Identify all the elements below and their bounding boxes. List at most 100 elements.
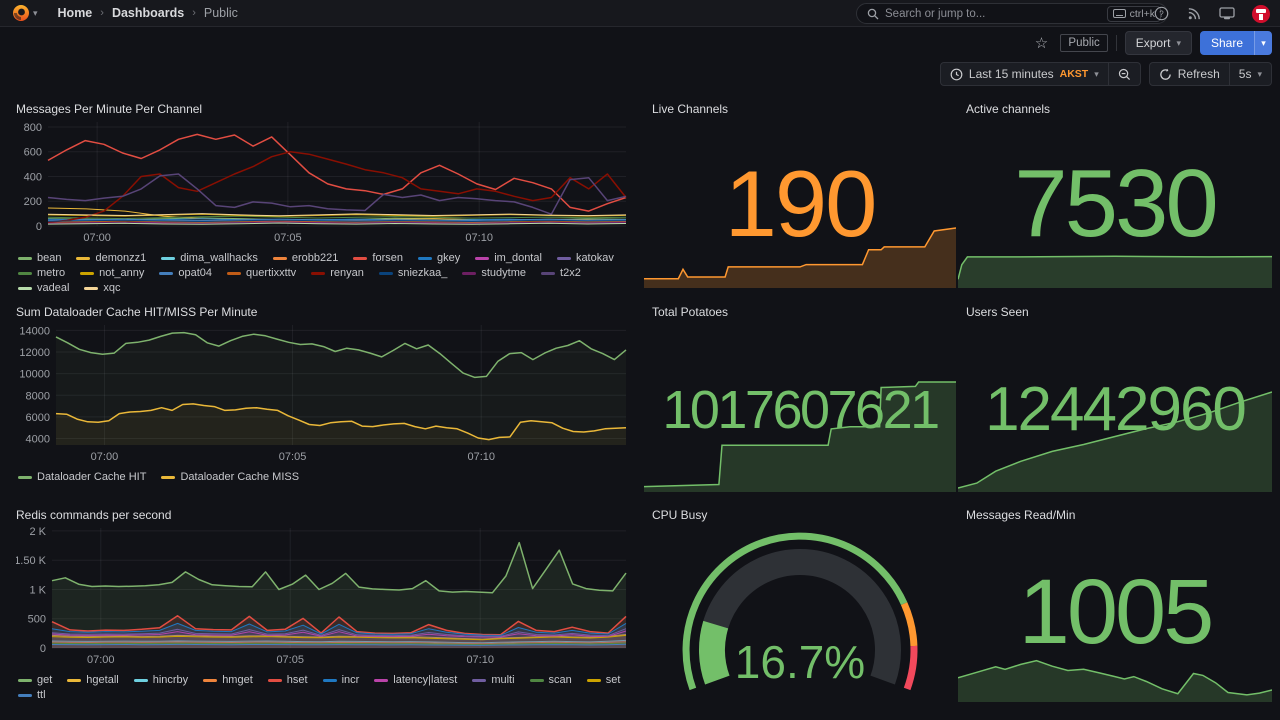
panel-dataloader-cache: Sum Dataloader Cache HIT/MISS Per Minute…	[8, 299, 638, 496]
legend-label: hmget	[222, 674, 253, 686]
legend-item-demonzz1[interactable]: demonzz1	[76, 252, 146, 264]
legend-swatch	[472, 678, 487, 682]
legend-item-sniezkaa-[interactable]: sniezkaa_	[378, 267, 447, 279]
user-avatar[interactable]	[1252, 4, 1270, 23]
legend-item-not-anny[interactable]: not_anny	[80, 267, 144, 279]
legend-label: vadeal	[37, 282, 70, 294]
legend-item-set[interactable]: set	[586, 674, 621, 686]
dashboard-tag: Public	[1060, 34, 1108, 52]
legend-swatch	[18, 286, 32, 290]
legend-swatch	[133, 678, 148, 682]
legend-label: opat04	[178, 267, 213, 279]
panel-title[interactable]: Messages Read/Min	[966, 508, 1076, 522]
panel-title[interactable]: CPU Busy	[652, 508, 708, 522]
legend-item-vadeal[interactable]: vadeal	[18, 282, 69, 294]
svg-text:0: 0	[36, 221, 42, 233]
legend-label: studytme	[481, 267, 527, 279]
timeseries-chart[interactable]: 0 200 400 600 800 07:00 07:05 07:10	[16, 118, 630, 249]
legend-item-forsen[interactable]: forsen	[353, 252, 403, 264]
legend-swatch	[161, 475, 176, 479]
chevron-down-icon: ▾	[1257, 68, 1262, 79]
panel-title[interactable]: Active channels	[966, 102, 1051, 116]
legend-item-dima-wallhacks[interactable]: dima_wallhacks	[161, 252, 258, 264]
legend-item-opat04[interactable]: opat04	[159, 267, 212, 279]
kiosk-monitor-icon[interactable]	[1219, 6, 1235, 22]
legend-item-xqc[interactable]: xqc	[84, 282, 121, 294]
legend-item-hmget[interactable]: hmget	[203, 674, 253, 686]
svg-text:1 K: 1 K	[29, 584, 46, 596]
timeseries-chart[interactable]: 4000 6000 8000 10000 12000 14000 07:00 07:05 07:…	[16, 321, 630, 468]
legend-item-scan[interactable]: scan	[529, 674, 572, 686]
gauge-value: 16.7%	[735, 636, 865, 688]
svg-text:6000: 6000	[26, 412, 50, 424]
legend-swatch	[161, 256, 176, 260]
refresh-interval-dropdown[interactable]: 5s ▾	[1229, 62, 1272, 86]
legend-item-hincrby[interactable]: hincrby	[133, 674, 188, 686]
legend-label: hset	[286, 674, 308, 686]
search-box[interactable]: ctrl+k	[856, 3, 1168, 24]
legend-item-studytme[interactable]: studytme	[462, 267, 526, 279]
legend-item-get[interactable]: get	[18, 674, 52, 686]
legend-label: gkey	[436, 252, 461, 264]
legend-item-renyan[interactable]: renyan	[311, 267, 364, 279]
share-button[interactable]: Share ▾	[1199, 31, 1272, 55]
breadcrumb: Home › Dashboards › Public	[58, 6, 238, 20]
legend-item-ttl[interactable]: ttl	[18, 689, 46, 701]
export-button[interactable]: Export ▾	[1124, 31, 1192, 55]
top-nav-bar: ▾ Home › Dashboards › Public ctrl+k	[0, 0, 1280, 27]
legend-item-katokav[interactable]: katokav	[556, 252, 614, 264]
legend-item-dataloader-cache-miss[interactable]: Dataloader Cache MISS	[161, 471, 299, 483]
panel-title[interactable]: Sum Dataloader Cache HIT/MISS Per Minute	[16, 305, 258, 319]
grafana-logo-icon	[13, 5, 29, 21]
panel-title[interactable]: Redis commands per second	[16, 508, 172, 522]
panel-title[interactable]: Users Seen	[966, 305, 1029, 319]
legend-label: ttl	[37, 689, 46, 701]
legend-item-bean[interactable]: bean	[18, 252, 61, 264]
legend-item-quertixxttv[interactable]: quertixxttv	[227, 267, 296, 279]
legend-item-hset[interactable]: hset	[267, 674, 308, 686]
svg-text:07:10: 07:10	[465, 232, 493, 244]
refresh-button[interactable]: Refresh	[1148, 62, 1230, 86]
legend-swatch	[378, 271, 393, 275]
legend-label: erobb221	[291, 252, 339, 264]
star-icon[interactable]: ☆	[1034, 35, 1049, 52]
legend-item-metro[interactable]: metro	[18, 267, 65, 279]
breadcrumb-home[interactable]: Home	[57, 6, 93, 20]
legend-item-latency-latest[interactable]: latency|latest	[374, 674, 457, 686]
legend-item-incr[interactable]: incr	[322, 674, 359, 686]
legend-swatch	[475, 256, 490, 260]
news-rss-icon[interactable]	[1186, 6, 1202, 22]
legend-label: bean	[37, 252, 62, 264]
legend-label: set	[605, 674, 621, 686]
panel-title[interactable]: Live Channels	[652, 102, 729, 116]
breadcrumb-dashboards[interactable]: Dashboards	[111, 6, 185, 20]
grafana-logo[interactable]: ▾	[12, 4, 38, 22]
zoom-out-button[interactable]	[1108, 62, 1141, 86]
legend-item-hgetall[interactable]: hgetall	[67, 674, 119, 686]
legend-label: multi	[491, 674, 515, 686]
legend-label: latency|latest	[393, 674, 458, 686]
legend-swatch	[267, 678, 282, 682]
panel-title[interactable]: Total Potatoes	[652, 305, 729, 319]
svg-text:2 K: 2 K	[29, 526, 46, 538]
stat-value: 190	[724, 151, 878, 256]
panel-active-channels: Active channels 7530	[957, 96, 1273, 293]
legend-item-dataloader-cache-hit[interactable]: Dataloader Cache HIT	[18, 471, 146, 483]
legend-item-t2x2[interactable]: t2x2	[541, 267, 581, 279]
search-input[interactable]	[885, 7, 1101, 20]
svg-text:800: 800	[24, 122, 42, 134]
legend-item-erobb221[interactable]: erobb221	[272, 252, 339, 264]
panel-title[interactable]: Messages Per Minute Per Channel	[16, 102, 203, 116]
timeseries-chart[interactable]: 0 500 1 K 1.50 K 2 K 07:00 07:05 07:10	[14, 524, 630, 671]
legend-item-im-dontal[interactable]: im_dontal	[475, 252, 542, 264]
svg-text:07:10: 07:10	[466, 654, 494, 666]
time-range-picker[interactable]: Last 15 minutes AKST ▾	[939, 62, 1109, 86]
legend-item-gkey[interactable]: gkey	[417, 252, 461, 264]
legend-label: Dataloader Cache HIT	[37, 471, 147, 483]
svg-text:07:05: 07:05	[276, 654, 304, 666]
help-icon[interactable]: ?	[1153, 6, 1169, 22]
legend-item-multi[interactable]: multi	[472, 674, 515, 686]
chart-legend: get hgetall hincrby hmget hset incr latency|la…	[16, 671, 630, 701]
chart-legend: Dataloader Cache HIT Dataloader Cache MIS…	[16, 468, 630, 483]
share-dropdown-caret[interactable]: ▾	[1254, 31, 1272, 55]
